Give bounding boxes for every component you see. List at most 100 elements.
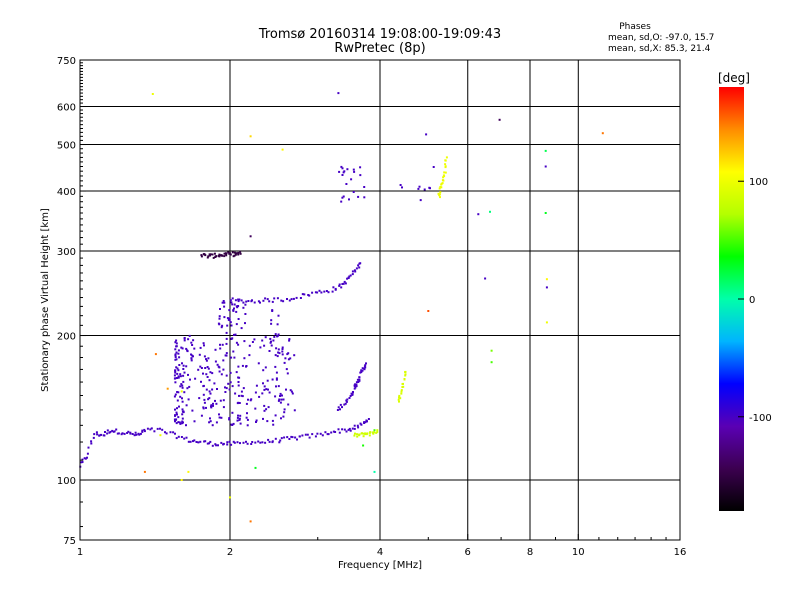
- data-point: [290, 435, 293, 438]
- data-point: [234, 392, 237, 395]
- data-point: [214, 360, 217, 363]
- data-point: [257, 440, 260, 443]
- data-point: [352, 391, 354, 393]
- data-point: [235, 341, 238, 344]
- data-point: [174, 371, 177, 374]
- data-point: [208, 421, 211, 424]
- data-point: [226, 324, 229, 327]
- data-point: [403, 378, 406, 380]
- data-point: [283, 436, 286, 439]
- data-point: [215, 421, 218, 424]
- data-point: [212, 256, 215, 259]
- data-point: [357, 381, 360, 383]
- data-point: [176, 377, 178, 379]
- data-point: [498, 118, 501, 121]
- data-point: [100, 433, 102, 436]
- data-point: [363, 367, 366, 370]
- data-point: [228, 309, 231, 312]
- data-point: [283, 411, 286, 414]
- data-point: [202, 342, 205, 345]
- data-point: [340, 200, 343, 203]
- data-point: [182, 368, 185, 370]
- data-point: [223, 305, 226, 308]
- data-point: [319, 432, 322, 435]
- data-point: [363, 196, 366, 199]
- data-point: [180, 383, 183, 386]
- data-point: [228, 440, 231, 443]
- data-point: [270, 340, 272, 343]
- data-point: [266, 298, 269, 301]
- data-point: [241, 395, 244, 398]
- data-point: [239, 442, 241, 445]
- data-point: [247, 300, 250, 302]
- y-tick-label: 750: [57, 56, 76, 67]
- data-point: [222, 368, 225, 371]
- data-point: [418, 185, 421, 188]
- data-point: [263, 409, 266, 412]
- chart-subtitle: RwPretec (8p): [334, 41, 426, 56]
- colorbar-tick-label: 0: [749, 295, 755, 306]
- data-point: [344, 282, 347, 285]
- data-point: [177, 435, 180, 438]
- data-point: [343, 428, 346, 431]
- data-point: [192, 339, 195, 342]
- data-point: [358, 433, 361, 436]
- data-point: [127, 430, 130, 433]
- data-point: [269, 341, 272, 344]
- data-point: [175, 422, 178, 425]
- data-point: [263, 404, 266, 407]
- data-point: [290, 298, 293, 301]
- data-point: [346, 277, 349, 280]
- data-point: [174, 419, 177, 422]
- data-point: [195, 441, 198, 443]
- data-point: [270, 344, 273, 347]
- data-point: [489, 210, 491, 213]
- data-point: [93, 433, 96, 436]
- data-point: [179, 395, 182, 398]
- data-point: [264, 297, 267, 300]
- data-point: [205, 388, 208, 391]
- data-point: [367, 418, 370, 420]
- data-point: [186, 387, 189, 390]
- data-point: [339, 403, 342, 406]
- data-point: [207, 398, 210, 401]
- data-point: [209, 420, 212, 423]
- data-point: [193, 347, 196, 350]
- data-point: [274, 437, 277, 440]
- data-point: [175, 411, 178, 414]
- data-point: [230, 356, 233, 359]
- data-point: [242, 387, 245, 390]
- data-point: [276, 323, 279, 326]
- data-point: [183, 337, 186, 339]
- data-point: [212, 404, 214, 407]
- data-point: [238, 417, 241, 420]
- data-point: [181, 410, 184, 413]
- data-point: [327, 433, 330, 436]
- data-point: [200, 367, 203, 369]
- data-point: [419, 199, 422, 202]
- data-point: [183, 391, 186, 394]
- data-point: [242, 301, 245, 304]
- data-point: [259, 301, 261, 304]
- data-point: [340, 165, 343, 168]
- data-point: [263, 388, 266, 391]
- data-point: [262, 417, 264, 420]
- data-point: [257, 300, 260, 303]
- data-point: [203, 401, 206, 404]
- data-point: [215, 402, 218, 405]
- data-point: [242, 306, 245, 309]
- data-point: [246, 424, 249, 427]
- data-point: [217, 365, 220, 368]
- data-point: [225, 342, 228, 345]
- data-point: [159, 427, 161, 430]
- data-point: [401, 383, 404, 385]
- data-point: [223, 301, 226, 304]
- data-point: [281, 346, 284, 349]
- data-point: [331, 290, 334, 293]
- data-point: [175, 339, 178, 342]
- data-point: [273, 335, 276, 338]
- data-point: [244, 322, 246, 325]
- data-point: [439, 191, 442, 194]
- data-point: [255, 421, 257, 423]
- data-point: [477, 213, 480, 216]
